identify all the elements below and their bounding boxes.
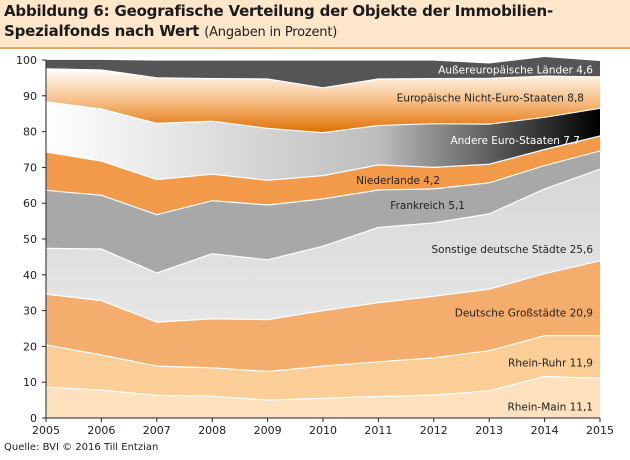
y-tick-label: 20 [23, 340, 37, 353]
y-tick-label: 10 [23, 376, 37, 389]
boundary-andere-euro-staaten [45, 101, 601, 134]
x-tick-label: 2009 [254, 424, 282, 437]
x-tick-label: 2006 [87, 424, 115, 437]
chart-title: Abbildung 6: Geografische Verteilung der… [4, 2, 553, 20]
y-tick-label: 50 [23, 233, 37, 246]
chart-title-line2: Spezialfonds nach Wert (Angaben in Proze… [4, 22, 337, 40]
x-tick-label: 2010 [309, 424, 337, 437]
label-europaeische-nicht-euro-staaten: Europäische Nicht-Euro-Staaten 8,8 [397, 93, 584, 105]
y-tick-label: 80 [23, 126, 37, 139]
x-tick-label: 2007 [143, 424, 171, 437]
y-tick-label: 70 [23, 161, 37, 174]
x-tick-label: 2012 [420, 424, 448, 437]
x-tick-label: 2011 [364, 424, 392, 437]
x-tick-label: 2005 [32, 424, 60, 437]
x-tick-label: 2015 [586, 424, 614, 437]
area-rhein-ruhr [46, 335, 600, 401]
area-europaeische-nicht-euro-staaten [46, 68, 600, 133]
chart-title-cont: Spezialfonds nach Wert [4, 22, 200, 40]
axes: 0 10 20 30 40 50 60 70 80 90 100 2005 2006 2007 2008 20… [16, 54, 614, 437]
stacked-area-chart: 0 10 20 30 40 50 60 70 80 90 100 2005 2006 2007 2008 20… [16, 54, 614, 437]
area-deutsche-grossstaedte [46, 260, 600, 372]
area-rhein-main [46, 376, 600, 418]
boundary-deutsche-grossstaedte [45, 260, 601, 323]
boundary-frankreich [45, 150, 601, 216]
y-tick-label: 40 [23, 269, 37, 282]
label-deutsche-grossstaedte: Deutsche Großstädte 20,9 [455, 307, 593, 319]
title-bar: Abbildung 6: Geografische Verteilung der… [0, 0, 630, 49]
y-tick-label: 100 [16, 54, 37, 67]
label-rhein-main: Rhein-Main 11,1 [507, 402, 593, 414]
area-sonstige-deutsche-staedte [46, 169, 600, 323]
label-frankreich: Frankreich 5,1 [390, 200, 465, 212]
y-tick-label: 60 [23, 197, 37, 210]
area-niederlande [46, 135, 600, 215]
area-frankreich [46, 150, 600, 273]
label-niederlande: Niederlande 4,2 [356, 175, 440, 187]
label-andere-euro-staaten: Andere Euro-Staaten 7,7 [450, 135, 580, 147]
label-rhein-ruhr: Rhein-Ruhr 11,9 [508, 358, 593, 370]
boundary-sonstige-deutsche-staedte [45, 168, 601, 274]
y-tick-label: 0 [30, 412, 37, 425]
boundary-europaeische-nicht-euro-staaten [45, 68, 601, 89]
y-tick-label: 90 [23, 90, 37, 103]
x-tick-label: 2013 [475, 424, 503, 437]
boundary-rhein-main [45, 375, 601, 401]
area-layers [45, 55, 601, 418]
label-sonstige-deutsche-staedte: Sonstige deutsche Städte 25,6 [432, 244, 594, 256]
source-note: Quelle: BVI © 2016 Till Entzian [4, 442, 159, 453]
series-labels: Rhein-Main 11,1 Rhein-Ruhr 11,9 Deutsche G… [356, 65, 593, 414]
boundary-niederlande [45, 135, 601, 181]
area-andere-euro-staaten [46, 101, 600, 181]
chart-subtitle: (Angaben in Prozent) [204, 25, 338, 40]
area-aussereuropaeische-laender [46, 56, 600, 88]
boundary-aussereuropaeische-laender [46, 55, 601, 64]
x-tick-label: 2008 [198, 424, 226, 437]
y-tick-label: 30 [23, 305, 37, 318]
boundary-rhein-ruhr [45, 335, 600, 373]
label-aussereuropaeische-laender: Außereuropäische Länder 4,6 [438, 65, 593, 77]
x-tick-label: 2014 [531, 424, 559, 437]
